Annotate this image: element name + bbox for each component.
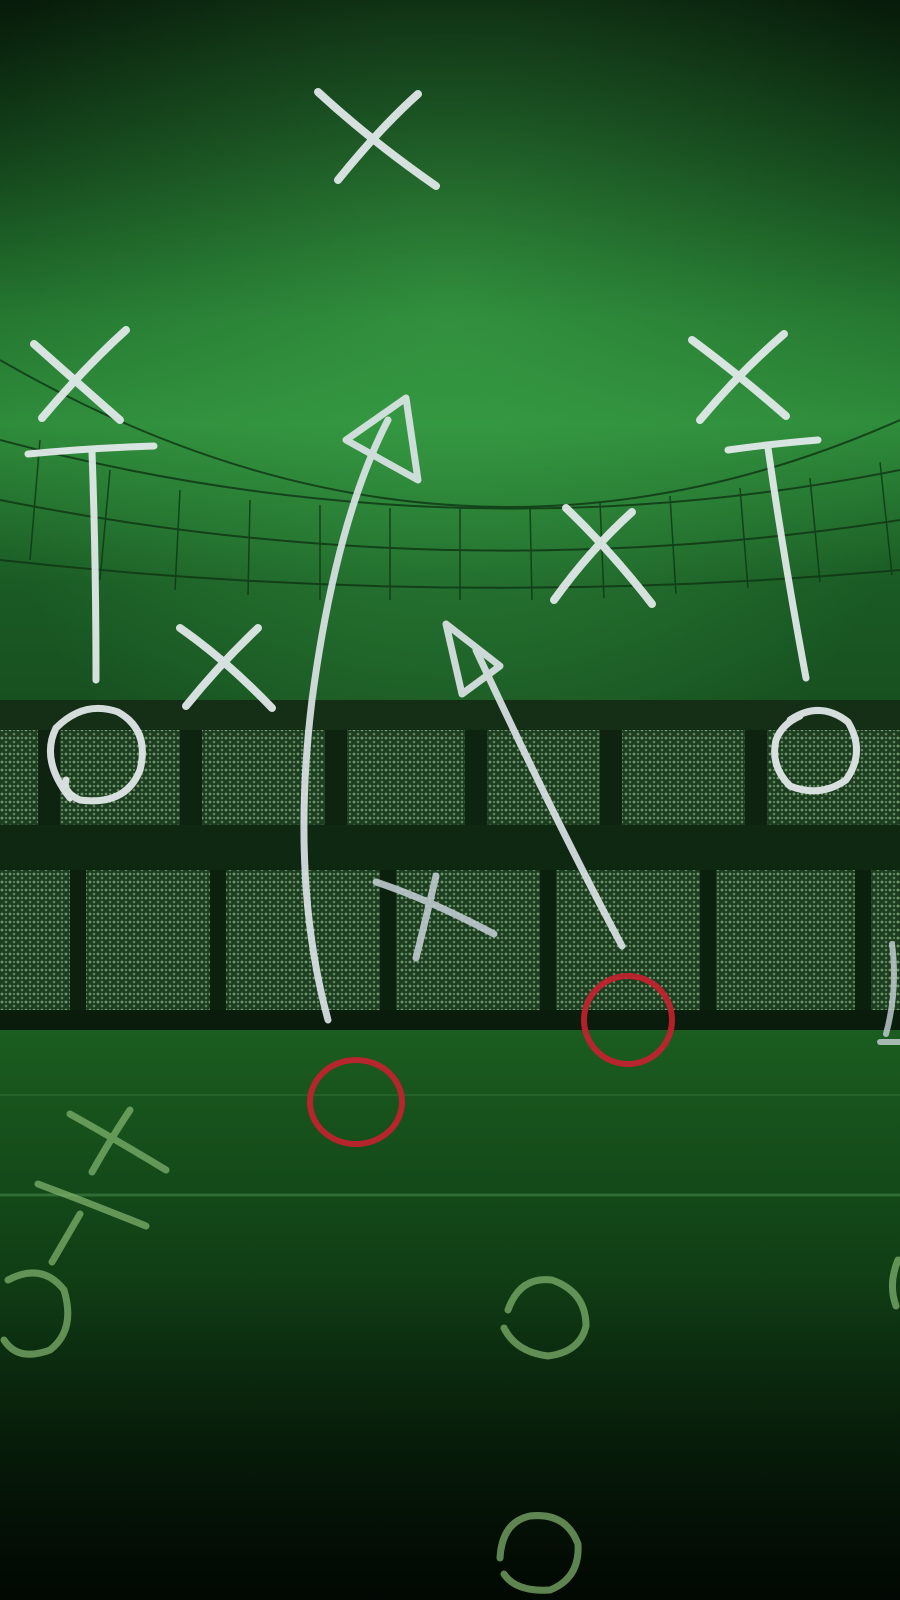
x-mark xyxy=(314,88,440,190)
faded-o-mark xyxy=(0,1269,72,1358)
o-mark xyxy=(46,704,146,805)
faded-block-route xyxy=(34,1180,150,1266)
chalk-diagram xyxy=(0,88,900,1594)
x-mark xyxy=(176,624,276,712)
faded-o-mark xyxy=(496,1512,582,1594)
block-route-right xyxy=(724,436,822,682)
x-mark xyxy=(688,330,790,424)
x-mark xyxy=(30,326,130,424)
x-mark-small xyxy=(372,872,498,962)
faded-mark-edge xyxy=(889,1256,900,1310)
arrow-route-long xyxy=(300,394,422,1024)
red-o-mark xyxy=(307,1057,405,1147)
faded-x-mark xyxy=(66,1106,170,1176)
red-o-mark xyxy=(581,973,675,1067)
x-mark xyxy=(550,504,656,608)
arrow-route-short xyxy=(442,620,626,950)
edge-mark xyxy=(877,941,900,1045)
o-mark xyxy=(771,707,860,795)
block-route-left xyxy=(24,442,158,684)
faded-o-mark xyxy=(500,1276,590,1360)
